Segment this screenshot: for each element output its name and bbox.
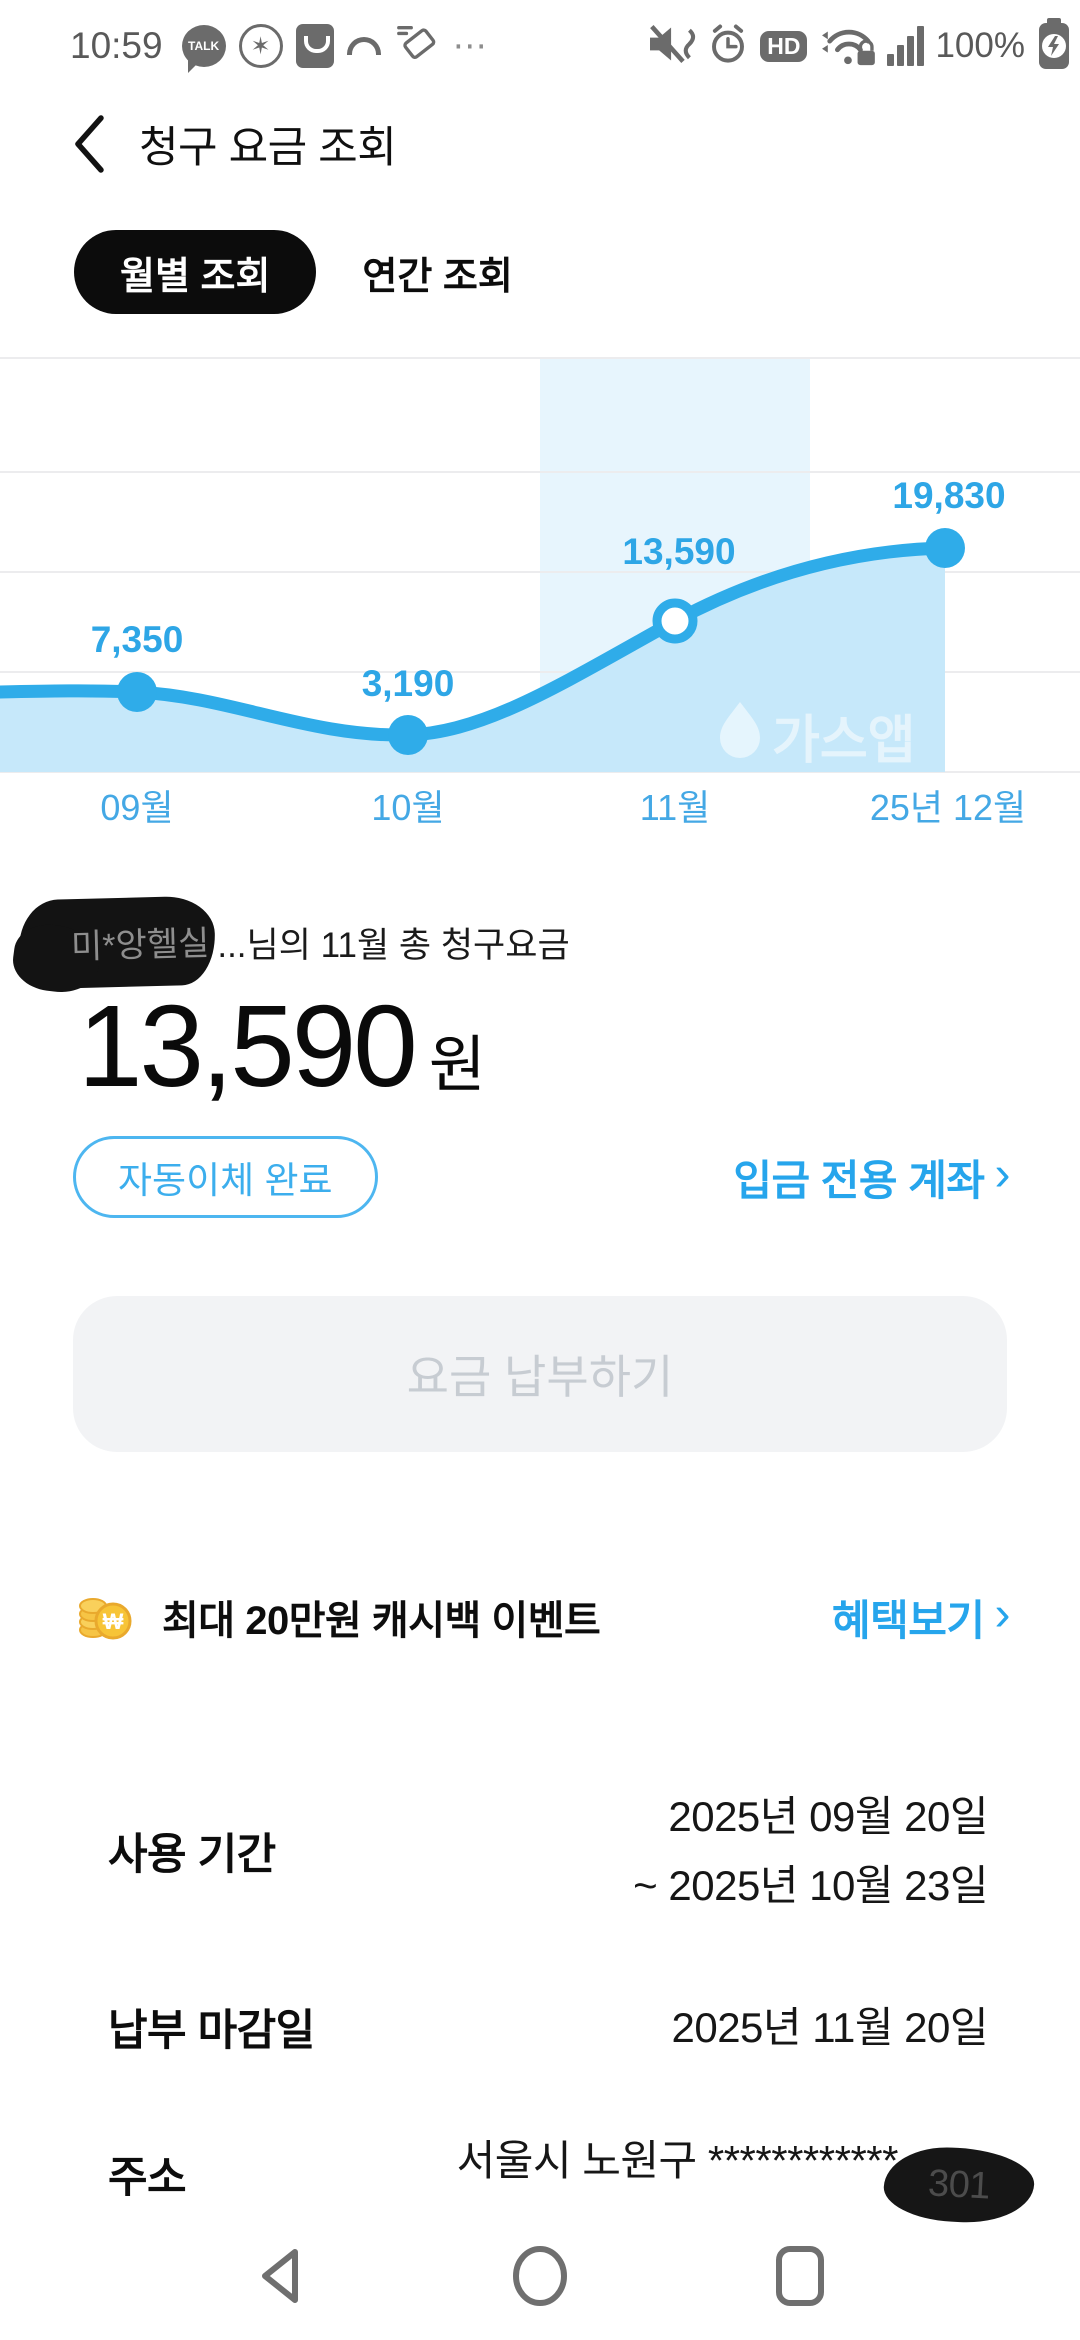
address-masked-tail: 301 [927, 2162, 992, 2208]
status-bar-right: HD 100% [648, 0, 1072, 92]
status-bar-left: 10:59 TALK ✶ ⋯ [70, 0, 490, 92]
starbucks-notification-icon: ✶ [238, 24, 283, 68]
usage-period-start: 2025년 09월 20일 [668, 1793, 988, 1840]
view-benefits-label: 혜택보기 [831, 1596, 985, 1644]
tab-monthly[interactable]: 월별 조회 [74, 230, 317, 314]
address-row: 주소 서울시 노원구 ************ 301 [108, 2126, 1036, 2227]
deposit-account-link-label: 입금 전용 계좌 [733, 1156, 985, 1204]
usage-period-end: ~ 2025년 10월 23일 [633, 1862, 988, 1910]
page-title: 청구 요금 조회 [139, 124, 397, 172]
pay-bill-button[interactable]: 요금 납부하기 [73, 1296, 1007, 1452]
card-notification-icon [394, 21, 440, 72]
chevron-right-icon: › [994, 1588, 1011, 1641]
cashback-event-row[interactable]: ₩ 최대 20만원 캐시백 이벤트 혜택보기 › [76, 1582, 1011, 1652]
address-masked-text: 서울시 노원구 ************ [456, 2136, 899, 2184]
signal-strength-icon [887, 26, 925, 66]
hd-voice-icon: HD [760, 30, 808, 62]
nav-recents-icon [776, 2246, 824, 2306]
usage-period-row: 사용 기간 2025년 09월 20일 ~ 2025년 10월 23일 [108, 1782, 988, 1921]
due-date-value: 2025년 11월 20일 [671, 2003, 988, 2051]
redaction-scribble: 미*앙헬실 [17, 895, 217, 990]
usage-period-value: 2025년 09월 20일 ~ 2025년 10월 23일 [633, 1782, 988, 1921]
value-label-sep: 7,350 [91, 619, 184, 660]
due-date-label: 납부 마감일 [108, 2007, 315, 2056]
usage-period-label: 사용 기간 [108, 1831, 276, 1880]
nav-back-button[interactable] [248, 2244, 312, 2308]
watermark-text: 가스앱 [772, 712, 916, 770]
kakaotalk-notification-icon: TALK [181, 25, 226, 73]
data-point-dec[interactable] [925, 528, 965, 568]
value-label-dec: 19,830 [892, 475, 1005, 516]
android-nav-bar [0, 2244, 1080, 2308]
chart-area-fill [0, 548, 945, 772]
status-bar: 10:59 TALK ✶ ⋯ [0, 0, 1080, 92]
amount-value: 13,590 [78, 981, 418, 1111]
value-label-oct: 3,190 [362, 663, 455, 704]
payment-status-row: 자동이체 완료 입금 전용 계좌 › [73, 1136, 1011, 1218]
headset-notification-icon [346, 37, 381, 55]
amount-currency: 원 [428, 1031, 486, 1100]
mute-vibrate-icon [648, 22, 696, 71]
gasapp-watermark: 가스앱 [720, 702, 916, 770]
month-label-sep[interactable]: 09월 [100, 787, 173, 828]
back-chevron-icon [75, 115, 104, 173]
clock-time: 10:59 [70, 25, 163, 66]
wifi-lock-icon [818, 20, 876, 73]
data-point-oct[interactable] [388, 715, 428, 755]
deposit-account-link[interactable]: 입금 전용 계좌 › [733, 1147, 1010, 1208]
page-header: 청구 요금 조회 [69, 112, 397, 176]
month-label-dec[interactable]: 25년 12월 [870, 787, 1026, 828]
nav-home-button[interactable] [508, 2244, 572, 2308]
total-amount: 13,590 원 [78, 981, 486, 1111]
data-point-sep[interactable] [117, 672, 157, 712]
due-date-row: 납부 마감일 2025년 11월 20일 [108, 1993, 988, 2062]
address-label: 주소 [108, 2154, 187, 2203]
chevron-right-icon: › [994, 1148, 1011, 1201]
view-benefits-link[interactable]: 혜택보기 › [831, 1587, 1011, 1648]
cashback-event-text: 최대 20만원 캐시백 이벤트 [162, 1599, 601, 1643]
battery-charging-icon [1036, 17, 1072, 75]
address-value: 서울시 노원구 ************ 301 [456, 2126, 1036, 2227]
battery-percentage: 100% [935, 26, 1025, 65]
won-symbol: ₩ [103, 1609, 124, 1634]
flame-icon [720, 702, 760, 758]
nav-back-icon [262, 2249, 298, 2303]
nav-recents-button[interactable] [768, 2244, 832, 2308]
billing-details: 사용 기간 2025년 09월 20일 ~ 2025년 10월 23일 납부 마… [108, 1782, 1036, 2227]
autopay-status-badge: 자동이체 완료 [73, 1136, 378, 1218]
nav-home-icon [513, 2246, 567, 2306]
billing-line-chart: 가스앱 7,350 3,190 13,590 19,830 09월 10월 11… [0, 350, 1080, 850]
owner-billing-title-text: ...님의 11월 총 청구요금 [217, 926, 570, 965]
month-label-oct[interactable]: 10월 [371, 787, 444, 828]
masked-owner-name: 미*앙헬실 [70, 924, 210, 967]
address-redaction-scribble: 301 [882, 2144, 1036, 2227]
more-notifications-icon: ⋯ [452, 27, 490, 65]
shopping-bag-notification-icon [295, 24, 334, 68]
alarm-icon [707, 23, 749, 70]
value-label-nov: 13,590 [622, 531, 735, 572]
month-label-nov[interactable]: 11월 [640, 787, 711, 828]
coin-stack-icon: ₩ [76, 1586, 134, 1649]
period-tabs: 월별 조회 연간 조회 [74, 230, 513, 314]
data-point-nov-selected[interactable] [652, 598, 698, 644]
back-button[interactable] [69, 112, 109, 176]
tab-yearly[interactable]: 연간 조회 [362, 245, 512, 300]
owner-billing-title: 미*앙헬실 ...님의 11월 총 청구요금 [17, 895, 570, 990]
